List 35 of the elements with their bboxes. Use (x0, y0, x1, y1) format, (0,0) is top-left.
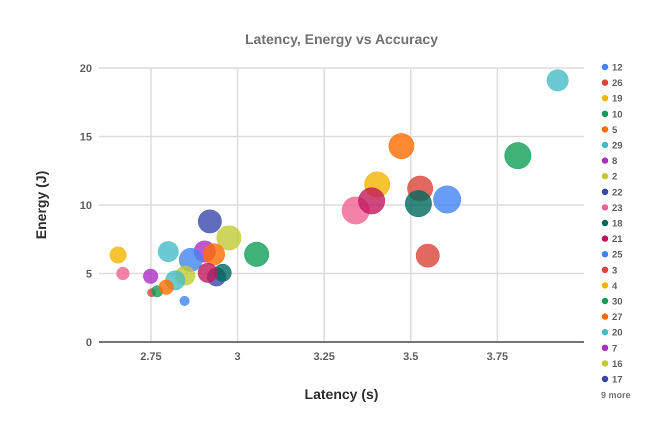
legend-label: 27 (612, 312, 623, 324)
legend-label: 30 (612, 296, 623, 308)
y-tick-label: 0 (86, 337, 92, 349)
legend-label: 20 (612, 328, 623, 339)
legend-label: 21 (612, 234, 624, 246)
y-tick-label: 20 (80, 63, 92, 75)
legend-label: 22 (612, 187, 623, 198)
y-axis-title: Energy (J) (33, 170, 49, 240)
text: 9 more (601, 390, 631, 400)
x-axis-title: Latency (s) (304, 386, 378, 402)
x-tick-label: 3.75 (486, 351, 508, 363)
x-tick-label: 3.25 (313, 351, 335, 363)
y-tick-label: 10 (80, 200, 92, 212)
legend-label: 19 (612, 94, 623, 105)
legend-label: 12 (612, 62, 623, 74)
legend-label: 29 (612, 140, 623, 152)
legend-label: 10 (612, 109, 623, 120)
legend-label: 16 (612, 358, 623, 370)
legend-label: 4 (612, 280, 618, 292)
y-tick-label: 5 (86, 268, 92, 280)
legend-label: 17 (612, 374, 623, 386)
legend-label: 2 (612, 172, 618, 183)
x-tick-label: 3 (234, 351, 241, 363)
legend-label: 26 (612, 78, 623, 90)
legend-label: 23 (612, 202, 623, 214)
legend-label: 5 (612, 124, 618, 136)
chart-title: Latency, Energy vs Accuracy (245, 31, 438, 47)
legend-label: 18 (612, 218, 623, 230)
legend-label: 8 (612, 156, 618, 168)
legend-label: 25 (612, 250, 624, 261)
legend-label: 7 (612, 343, 618, 354)
x-tick-label: 3.5 (403, 351, 418, 363)
x-tick-label: 2.75 (140, 351, 162, 363)
y-tick-label: 15 (80, 132, 92, 144)
legend-label: 3 (612, 265, 618, 276)
